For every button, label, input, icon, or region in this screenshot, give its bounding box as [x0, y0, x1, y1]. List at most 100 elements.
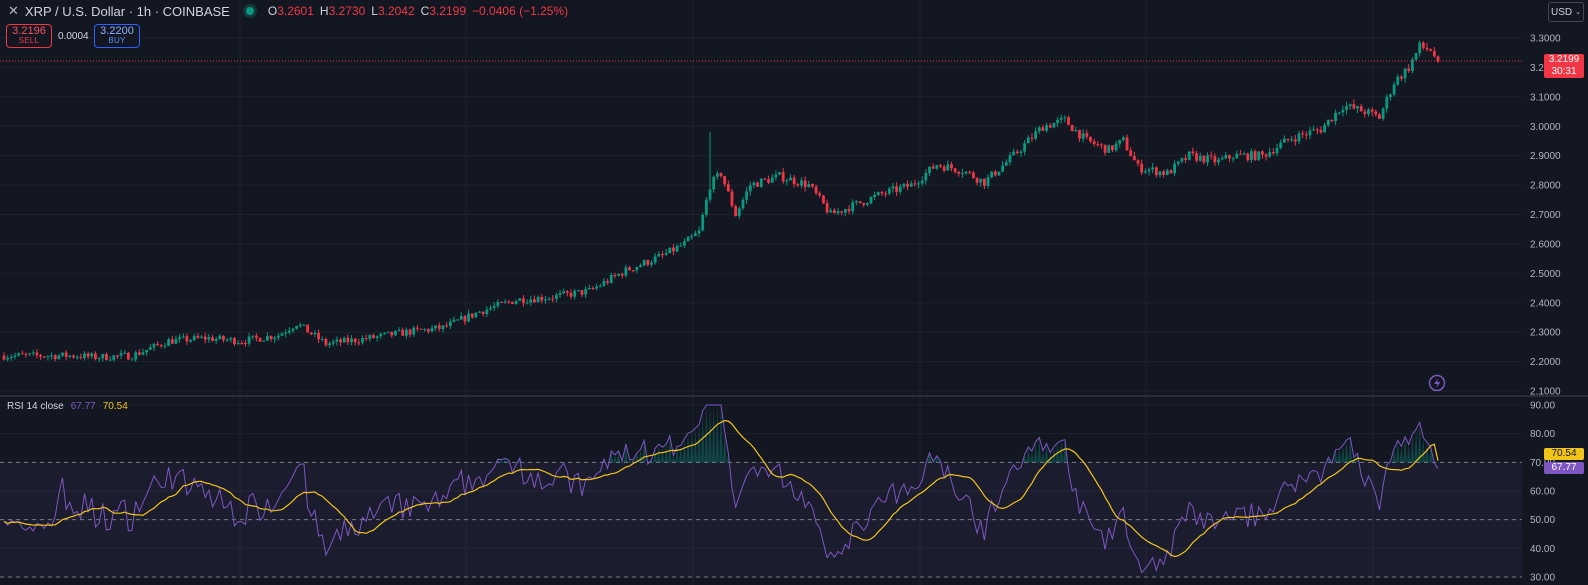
- candle-body: [372, 335, 375, 338]
- candle-body: [284, 332, 288, 334]
- candle-body: [1271, 152, 1275, 154]
- candle-body: [1001, 165, 1005, 172]
- candle-body: [869, 196, 873, 204]
- candle-body: [119, 353, 123, 356]
- candle-body: [858, 201, 862, 204]
- candle-body: [533, 299, 536, 303]
- rsi-tick-label: 40.00: [1530, 544, 1555, 555]
- candle-body: [1078, 129, 1081, 139]
- candle-body: [1180, 158, 1184, 162]
- candle-body: [876, 192, 880, 195]
- candle-body: [792, 177, 796, 185]
- candle-body: [511, 301, 514, 305]
- candle-body: [646, 260, 650, 265]
- candle-body: [1381, 108, 1385, 119]
- candle-body: [456, 319, 460, 321]
- current-price-value: 3.2199: [1548, 54, 1580, 65]
- rsi-label[interactable]: RSI 14 close: [7, 401, 64, 412]
- candle-body: [990, 171, 994, 178]
- candle-body: [701, 214, 705, 231]
- candle-body: [178, 337, 181, 339]
- candle-body: [481, 311, 485, 315]
- buy-button[interactable]: 3.2200 BUY: [94, 24, 140, 48]
- candle-body: [1282, 138, 1286, 143]
- candle-body: [331, 341, 335, 344]
- candle-body: [1286, 138, 1290, 141]
- candle-body: [101, 354, 105, 359]
- candle-body: [463, 316, 467, 322]
- candle-body: [880, 192, 884, 194]
- currency-select[interactable]: USD ⌄: [1548, 2, 1584, 22]
- candle-body: [353, 338, 357, 343]
- candle-body: [1217, 159, 1220, 163]
- candle-body: [1279, 142, 1283, 149]
- candle-body: [335, 339, 339, 342]
- candle-body: [1202, 155, 1206, 163]
- candle-body: [639, 265, 642, 268]
- candle-body: [1242, 153, 1246, 155]
- candle-body: [620, 273, 624, 276]
- price-tick-label: 2.9000: [1530, 151, 1561, 162]
- candle-body: [522, 298, 525, 304]
- candle-body: [448, 321, 452, 327]
- candle-body: [807, 184, 811, 188]
- candle-body: [397, 329, 401, 331]
- candle-body: [503, 301, 507, 303]
- rsi-tick-label: 30.00: [1530, 573, 1555, 584]
- candle-body: [170, 339, 174, 344]
- price-tick-label: 2.1000: [1530, 387, 1561, 398]
- candle-body: [898, 186, 902, 192]
- candle-body: [474, 312, 478, 318]
- candle-body: [884, 193, 888, 195]
- candle-body: [1220, 158, 1224, 160]
- rsi-axis[interactable]: 90.00 80.00 70.00 60.00 50.00 40.00 30.00: [1530, 401, 1555, 584]
- sell-label: SELL: [18, 36, 40, 45]
- candle-body: [986, 177, 990, 186]
- candle-body: [752, 182, 756, 186]
- candle-body: [496, 302, 500, 306]
- candle-body: [573, 290, 577, 297]
- candle-body: [1151, 167, 1155, 170]
- candle-body: [675, 245, 679, 252]
- symbol-title[interactable]: XRP / U.S. Dollar · 1h · COINBASE: [24, 3, 230, 19]
- candle-body: [17, 353, 21, 356]
- candle-body: [993, 171, 997, 176]
- candle-body: [606, 281, 609, 283]
- sell-button[interactable]: 3.2196 SELL: [6, 24, 52, 48]
- candle-body: [1052, 123, 1056, 128]
- candle-body: [247, 336, 251, 344]
- candle-body: [53, 355, 57, 360]
- candle-body: [1121, 137, 1125, 140]
- market-status-icon[interactable]: [245, 7, 254, 15]
- candle-body: [913, 183, 917, 185]
- candle-body: [1268, 152, 1272, 157]
- candle-body: [887, 188, 891, 194]
- price-axis[interactable]: 3.30003.20003.10003.00002.90002.80002.70…: [1530, 34, 1561, 398]
- candle-body: [1436, 56, 1440, 62]
- candle-body: [489, 307, 492, 310]
- candle-body: [745, 191, 749, 200]
- open-value: 3.2601: [277, 4, 314, 18]
- close-icon[interactable]: ✕: [8, 3, 19, 18]
- candle-body: [1257, 151, 1261, 160]
- candle-body: [148, 347, 152, 350]
- lightning-icon[interactable]: [1428, 374, 1446, 392]
- candle-body: [1184, 158, 1187, 160]
- candle-body: [1034, 131, 1038, 139]
- candle-body: [401, 329, 405, 336]
- candle-body: [730, 191, 734, 206]
- candle-body: [419, 328, 423, 330]
- candle-body: [686, 237, 690, 242]
- candle-body: [1100, 144, 1103, 146]
- candle-body: [317, 332, 321, 340]
- candle-body: [1363, 111, 1367, 115]
- grid-lines: [0, 0, 1522, 585]
- candle-body: [185, 336, 189, 342]
- candle-body: [748, 185, 752, 192]
- candle-body: [906, 183, 909, 187]
- candle-body: [394, 330, 397, 336]
- candle-body: [364, 337, 368, 339]
- candle-body: [1389, 94, 1392, 97]
- candle-body: [500, 302, 503, 304]
